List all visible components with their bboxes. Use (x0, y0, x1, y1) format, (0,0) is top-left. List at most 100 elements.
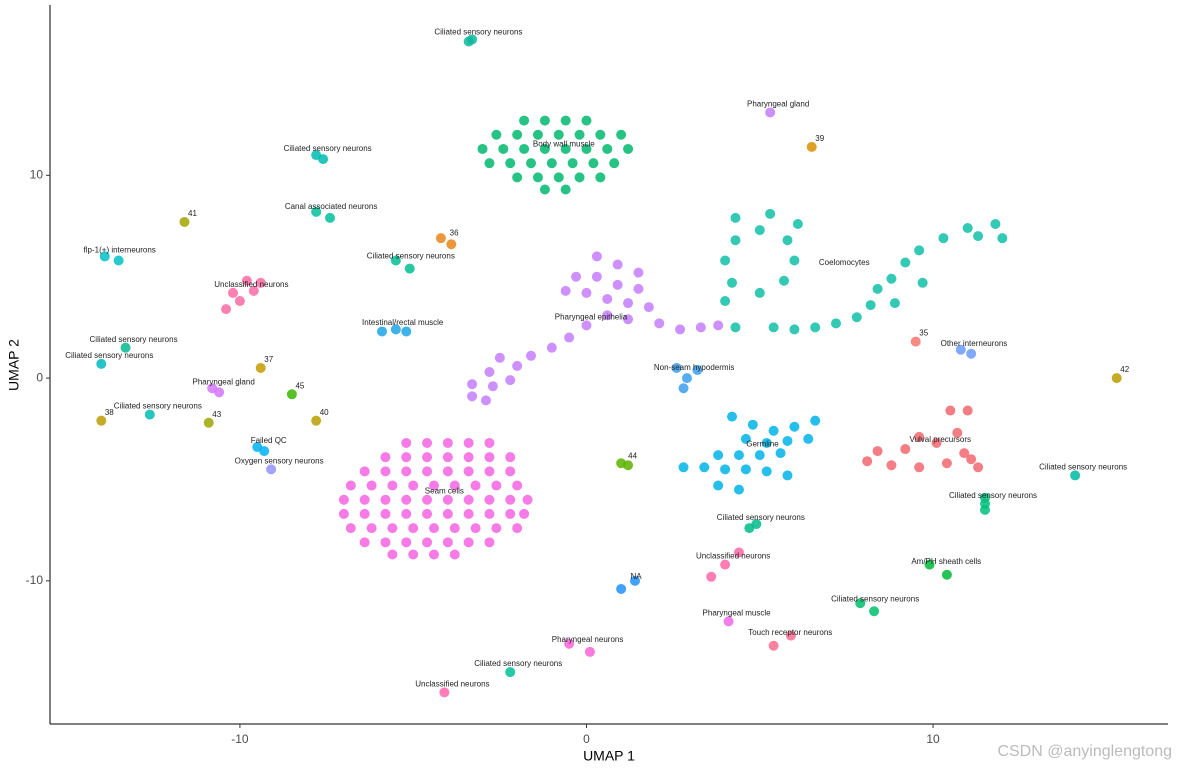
cell-point (602, 294, 613, 305)
cell-point (955, 344, 966, 355)
cell-point (387, 549, 398, 560)
cell-point (740, 433, 751, 444)
cell-point (945, 405, 956, 416)
cell-point (810, 415, 821, 426)
cell-point (678, 383, 689, 394)
cell-point (789, 255, 800, 266)
cell-point (255, 362, 266, 373)
cell-point (234, 296, 245, 307)
cluster-label: Vulval precursors (910, 435, 972, 444)
cell-point (768, 322, 779, 333)
cell-point (449, 523, 460, 534)
cell-point (727, 277, 738, 288)
cluster-label: Ciliated sensory neurons (831, 594, 919, 603)
cell-point (602, 143, 613, 154)
cluster-label: Coelomocytes (819, 258, 870, 267)
cluster-label: 45 (295, 381, 304, 390)
cell-point (938, 233, 949, 244)
cell-point (442, 452, 453, 463)
cell-point (973, 462, 984, 473)
cell-point (526, 350, 537, 361)
cell-point (286, 389, 297, 400)
cell-point (775, 448, 786, 459)
cell-point (681, 373, 692, 384)
cell-point (754, 287, 765, 298)
cell-point (401, 466, 412, 477)
cell-point (571, 271, 582, 282)
cell-point (623, 143, 634, 154)
cell-point (484, 437, 495, 448)
cell-point (567, 158, 578, 169)
cell-point (359, 494, 370, 505)
cell-point (484, 494, 495, 505)
cluster-label: 38 (105, 408, 114, 417)
cell-point (560, 143, 571, 154)
cell-point (900, 257, 911, 268)
cell-point (990, 218, 1001, 229)
cell-point (390, 324, 401, 335)
cell-point (484, 158, 495, 169)
cell-point (338, 494, 349, 505)
cell-point (830, 318, 841, 329)
cell-point (560, 184, 571, 195)
cluster-label: Unclassified neurons (214, 280, 288, 289)
cell-point (973, 231, 984, 242)
cell-point (678, 462, 689, 473)
cell-point (889, 298, 900, 309)
cell-point (869, 606, 880, 617)
y-tick-label: 10 (30, 167, 44, 181)
cluster-label: Ciliated sensory neurons (284, 144, 372, 153)
cell-point (581, 115, 592, 126)
cell-point (602, 310, 613, 321)
cell-point (574, 129, 585, 140)
cell-point (629, 575, 640, 586)
cell-point (522, 494, 533, 505)
cluster-label: Ciliated sensory neurons (434, 28, 522, 37)
cluster-label: Touch receptor neurons (748, 628, 832, 637)
cell-point (623, 314, 634, 325)
cell-point (754, 225, 765, 236)
cell-point (408, 523, 419, 534)
cell-point (442, 537, 453, 548)
cell-point (539, 184, 550, 195)
cluster-label: Pharyngeal gland (193, 377, 255, 386)
cell-point (692, 364, 703, 375)
cell-point (532, 129, 543, 140)
cluster-label: 43 (212, 410, 221, 419)
cell-point (782, 435, 793, 446)
cell-point (539, 115, 550, 126)
cell-point (675, 324, 686, 335)
cell-point (782, 470, 793, 481)
cluster-label: Failed QC (251, 436, 287, 445)
cell-point (723, 616, 734, 627)
cell-point (318, 154, 329, 165)
cell-point (484, 367, 495, 378)
cell-point (487, 381, 498, 392)
cell-point (546, 158, 557, 169)
cluster-label: Seam cells (425, 487, 464, 496)
cluster-label: flp-1(+) interneurons (84, 246, 156, 255)
cell-point (765, 107, 776, 118)
cell-point (435, 233, 446, 244)
cell-point (449, 549, 460, 560)
cell-point (401, 437, 412, 448)
cell-point (498, 143, 509, 154)
cell-point (616, 583, 627, 594)
cell-point (588, 158, 599, 169)
cell-point (761, 437, 772, 448)
cell-point (422, 452, 433, 463)
cell-point (519, 508, 530, 519)
cell-point (380, 494, 391, 505)
cell-point (377, 326, 388, 337)
cell-point (980, 504, 991, 515)
cell-point (803, 433, 814, 444)
cell-point (851, 312, 862, 323)
cell-point (480, 395, 491, 406)
x-axis-title: UMAP 1 (583, 748, 635, 764)
cluster-label: Ciliated sensory neurons (367, 252, 455, 261)
cell-point (380, 466, 391, 477)
cell-point (952, 427, 963, 438)
cell-point (546, 342, 557, 353)
cell-point (695, 322, 706, 333)
cell-point (255, 277, 266, 288)
